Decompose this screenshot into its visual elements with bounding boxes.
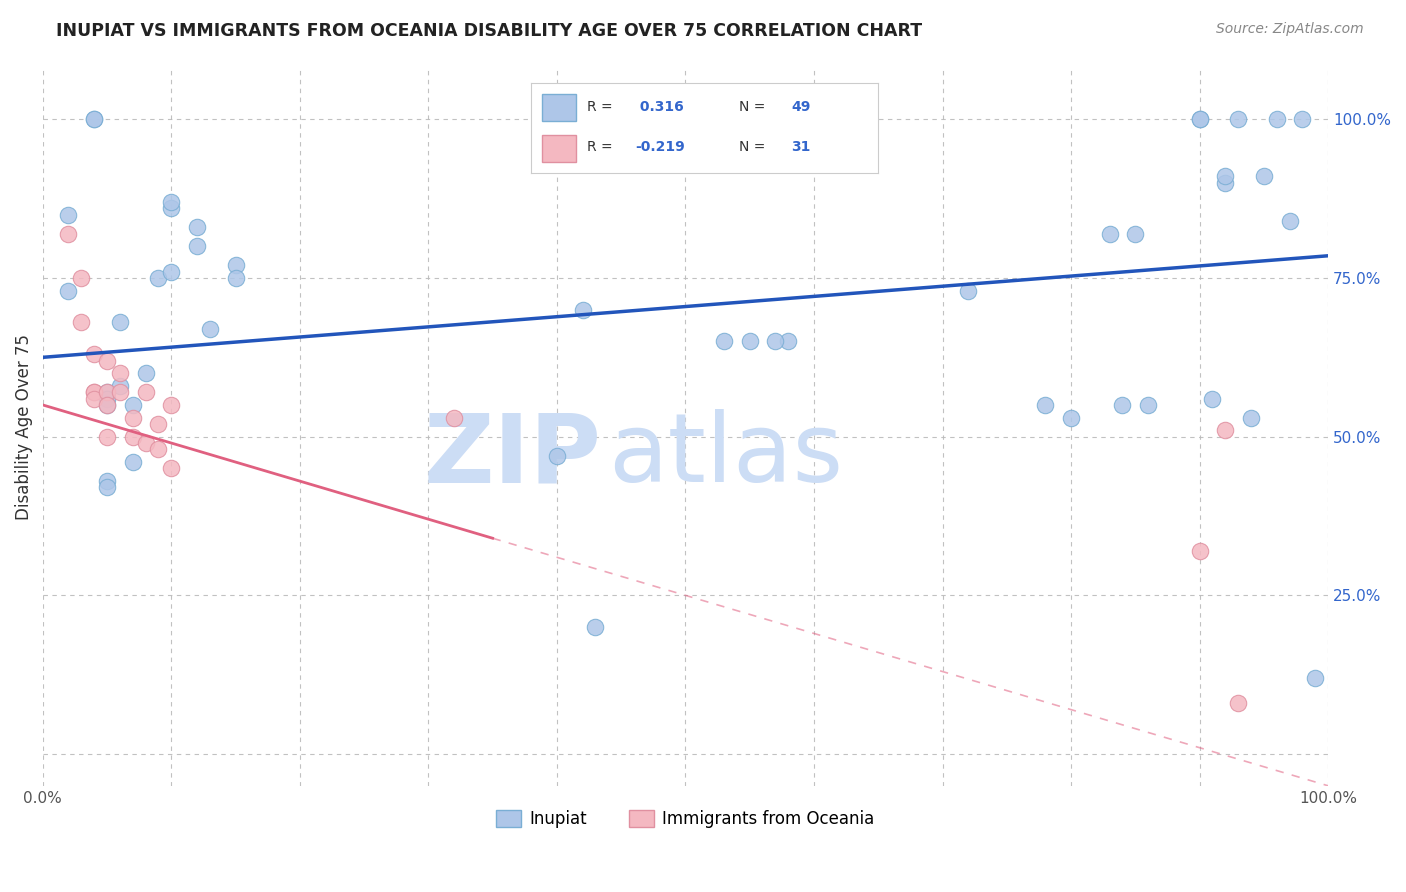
Point — [1227, 112, 1250, 127]
Text: INUPIAT VS IMMIGRANTS FROM OCEANIA DISABILITY AGE OVER 75 CORRELATION CHART: INUPIAT VS IMMIGRANTS FROM OCEANIA DISAB… — [56, 22, 922, 40]
Point — [1060, 410, 1083, 425]
Point — [83, 112, 105, 127]
Point — [1253, 169, 1275, 184]
Point — [225, 271, 247, 285]
Point — [108, 379, 131, 393]
Point — [58, 227, 80, 241]
Point — [225, 258, 247, 272]
Point — [121, 455, 143, 469]
Point — [765, 334, 787, 349]
Point — [1303, 671, 1326, 685]
Point — [58, 207, 80, 221]
Point — [96, 398, 118, 412]
Point — [957, 284, 980, 298]
Point — [121, 430, 143, 444]
Y-axis label: Disability Age Over 75: Disability Age Over 75 — [15, 334, 32, 520]
Point — [108, 366, 131, 380]
Point — [1188, 544, 1211, 558]
Point — [58, 284, 80, 298]
Point — [108, 315, 131, 329]
Point — [83, 112, 105, 127]
Point — [186, 220, 208, 235]
Point — [1291, 112, 1313, 127]
Legend: Inupiat, Immigrants from Oceania: Inupiat, Immigrants from Oceania — [489, 804, 882, 835]
Point — [96, 353, 118, 368]
Point — [778, 334, 800, 349]
Point — [121, 410, 143, 425]
Point — [83, 385, 105, 400]
Point — [1111, 398, 1133, 412]
Point — [83, 392, 105, 406]
Point — [1098, 227, 1121, 241]
Point — [96, 474, 118, 488]
Point — [1201, 392, 1223, 406]
Point — [585, 620, 607, 634]
Point — [135, 385, 157, 400]
Point — [160, 461, 183, 475]
Point — [1278, 214, 1301, 228]
Point — [738, 334, 761, 349]
Point — [83, 347, 105, 361]
Point — [1240, 410, 1263, 425]
Point — [148, 417, 170, 431]
Point — [70, 271, 93, 285]
Text: atlas: atlas — [609, 409, 844, 502]
Point — [108, 385, 131, 400]
Text: Source: ZipAtlas.com: Source: ZipAtlas.com — [1216, 22, 1364, 37]
Point — [186, 239, 208, 253]
Point — [571, 302, 593, 317]
Point — [160, 201, 183, 215]
Point — [96, 430, 118, 444]
Point — [713, 334, 735, 349]
Point — [1188, 112, 1211, 127]
Point — [1213, 176, 1236, 190]
Point — [1123, 227, 1146, 241]
Point — [1213, 169, 1236, 184]
Point — [121, 398, 143, 412]
Point — [135, 366, 157, 380]
Point — [443, 410, 465, 425]
Point — [96, 385, 118, 400]
Point — [96, 480, 118, 494]
Point — [96, 385, 118, 400]
Point — [148, 442, 170, 457]
Point — [1265, 112, 1288, 127]
Point — [160, 398, 183, 412]
Point — [1137, 398, 1160, 412]
Point — [160, 194, 183, 209]
Point — [70, 315, 93, 329]
Point — [1213, 423, 1236, 437]
Point — [83, 385, 105, 400]
Point — [1188, 112, 1211, 127]
Point — [1227, 696, 1250, 710]
Text: ZIP: ZIP — [425, 409, 602, 502]
Point — [96, 392, 118, 406]
Point — [96, 398, 118, 412]
Point — [160, 265, 183, 279]
Point — [148, 271, 170, 285]
Point — [198, 322, 221, 336]
Point — [135, 436, 157, 450]
Point — [546, 449, 568, 463]
Point — [1033, 398, 1056, 412]
